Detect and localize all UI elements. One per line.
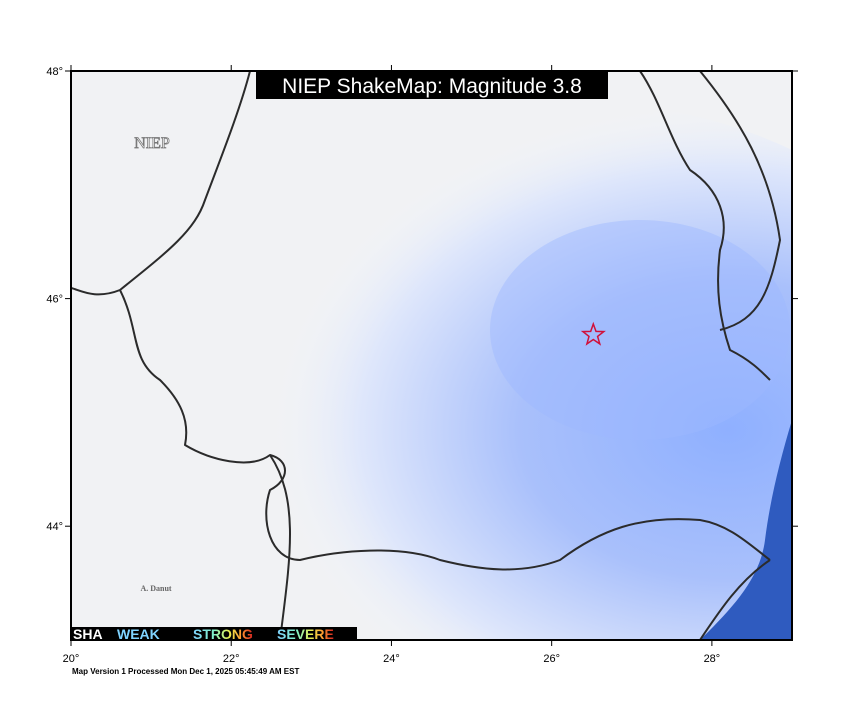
x-tick-label: 20° <box>63 653 80 665</box>
legend-label: SHA <box>73 626 103 642</box>
country-border <box>699 71 781 331</box>
map-area <box>71 71 792 640</box>
legend-label: WEAK <box>117 626 160 642</box>
y-tick-label: 44° <box>46 521 63 533</box>
watermark: NIEP <box>134 135 170 152</box>
legend-label: STRONG <box>193 626 253 642</box>
x-tick-label: 26° <box>543 653 560 665</box>
country-border <box>71 71 771 571</box>
title-box <box>256 71 608 99</box>
y-tick-label: 48° <box>46 66 63 78</box>
legend-bar <box>71 627 357 640</box>
sea <box>700 420 792 640</box>
footer: Map Version 1 Processed Mon Dec 1, 2025 … <box>72 667 299 676</box>
country-border <box>639 71 771 381</box>
country-border <box>269 454 771 640</box>
y-tick-label: 46° <box>46 294 63 306</box>
shaking-intensity <box>140 100 792 640</box>
epicenter <box>580 321 606 346</box>
x-tick-label: 24° <box>383 653 400 665</box>
shaking-core <box>490 220 790 440</box>
x-tick-label: 22° <box>223 653 240 665</box>
legend-label: SEVERE <box>277 626 334 642</box>
map-title: NIEP ShakeMap: Magnitude 3.8 <box>282 75 582 98</box>
x-tick-label: 28° <box>704 653 721 665</box>
credit: A. Danut <box>140 584 171 593</box>
